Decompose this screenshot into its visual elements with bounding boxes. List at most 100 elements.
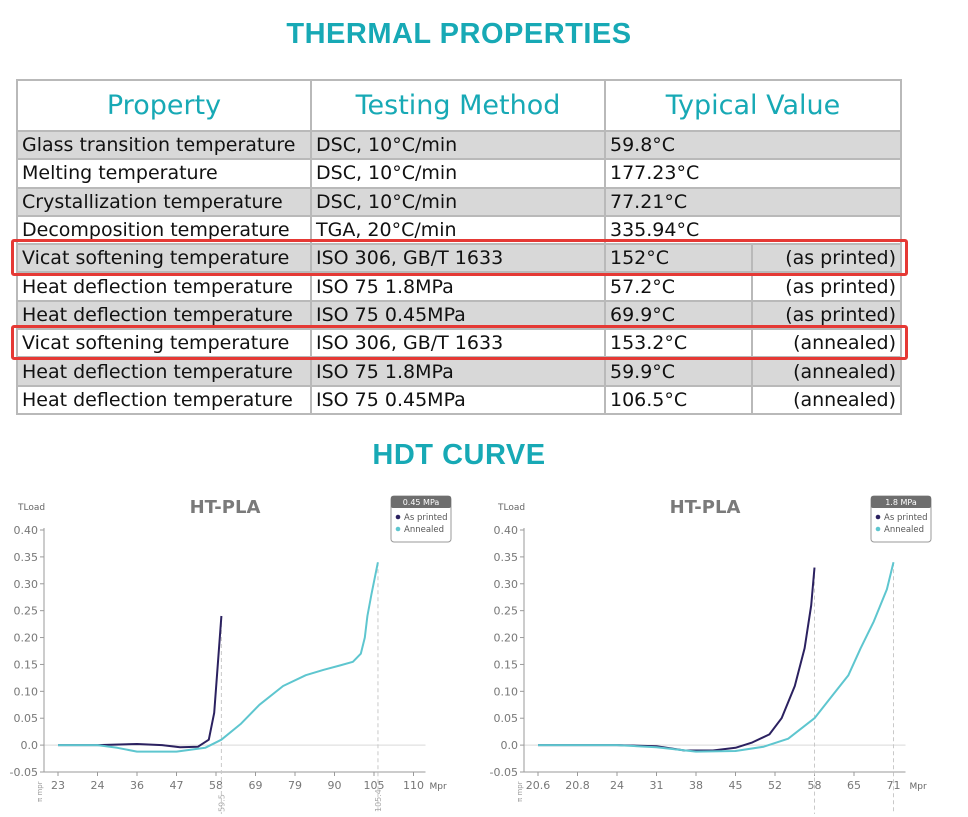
legend-header (871, 496, 931, 508)
x-axis-label: Mpr (430, 782, 447, 792)
cell-typical-value: 106.5°C (604, 384, 753, 415)
cell-property: Vicat softening temperature (16, 243, 312, 274)
x-tick-label: 36 (130, 779, 144, 792)
y-tick-label: 0.25 (14, 605, 39, 618)
y-tick-label: 0.10 (494, 685, 519, 698)
hdt-chart-18mpa-svg: 0.40 0.35 0.30 0.25 0.20 0.15 0.10 0.05 0.0 -0.05… (490, 495, 932, 814)
x-axis-note: π mpr (516, 781, 524, 802)
cell-testing-method: DSC, 10°C/min (310, 158, 606, 189)
y-tick-label: 0.05 (494, 712, 519, 725)
x-tick-label: 90 (328, 779, 342, 792)
hdt-chart-18mpa: 0.40 0.35 0.30 0.25 0.20 0.15 0.10 0.05 0.0 -0.05… (480, 488, 950, 817)
y-tick-label: 0.40 (494, 524, 519, 537)
table-row: Melting temperature DSC, 10°C/min 177.23°C (16, 158, 902, 189)
x-axis-label: Mpr (910, 782, 927, 792)
cell-testing-method: ISO 75 1.8MPa (310, 356, 606, 387)
x-tick-label: 45 (729, 779, 743, 792)
table-row: Glass transition temperature DSC, 10°C/mi… (16, 129, 902, 161)
x-tick-label: 69 (249, 779, 263, 792)
header-property: Property (16, 79, 312, 132)
y-axis-label: TLoad (17, 503, 45, 513)
y-tick-label: 0.05 (14, 712, 39, 725)
cell-property: Melting temperature (16, 158, 312, 189)
table-row: Heat deflection temperature ISO 75 1.8MPa… (16, 356, 902, 387)
x-tick-label: 52 (768, 779, 782, 792)
cell-typical-value: 59.8°C (604, 129, 902, 161)
legend-marker (395, 526, 401, 532)
header-testing-method: Testing Method (310, 79, 606, 132)
cell-typical-value: 77.21°C (604, 186, 902, 217)
cell-property: Crystallization temperature (16, 186, 312, 217)
y-tick-label: 0.0 (501, 739, 519, 752)
cell-condition: (as printed) (751, 271, 902, 302)
table-row: Heat deflection temperature ISO 75 0.45MP… (16, 384, 902, 415)
cell-property: Glass transition temperature (16, 129, 312, 161)
table-row: Vicat softening temperature ISO 306, GB/T… (16, 243, 902, 274)
cell-property: Decomposition temperature (16, 214, 312, 246)
reference-label: 105.4 (374, 789, 383, 812)
legend-title: 1.8 MPa (885, 498, 917, 507)
cell-condition: (annealed) (751, 356, 902, 387)
y-tick-label: -0.05 (10, 766, 38, 779)
cell-property: Heat deflection temperature (16, 356, 312, 387)
x-tick-label: 23 (51, 779, 65, 792)
hdt-chart-045mpa-svg: 0.40 0.35 0.30 0.25 0.20 0.15 0.10 0.05 0.0 -0.05… (10, 495, 452, 814)
legend-marker (875, 526, 881, 532)
table-row: Heat deflection temperature ISO 75 1.8MPa… (16, 271, 902, 302)
cell-testing-method: ISO 75 0.45MPa (310, 384, 606, 415)
cell-typical-value: 335.94°C (604, 214, 902, 246)
x-tick-label: 110 (403, 779, 424, 792)
x-axis-note: π mpr (36, 781, 44, 802)
cell-testing-method: ISO 75 0.45MPa (310, 299, 606, 331)
cell-property: Heat deflection temperature (16, 271, 312, 302)
x-tick-label: 20.8 (565, 779, 590, 792)
x-tick-label: 20.6 (526, 779, 551, 792)
hdt-chart-045mpa: 0.40 0.35 0.30 0.25 0.20 0.15 0.10 0.05 0.0 -0.05… (0, 488, 470, 817)
legend-marker (875, 514, 881, 520)
legend-label: As printed (404, 513, 448, 523)
cell-typical-value: 152°C (604, 243, 753, 274)
cell-property: Heat deflection temperature (16, 384, 312, 415)
y-tick-label: 0.15 (14, 658, 39, 671)
y-tick-label: 0.35 (494, 551, 519, 564)
y-tick-label: 0.30 (14, 578, 39, 591)
cell-typical-value: 57.2°C (604, 271, 753, 302)
header-typical-value: Typical Value (604, 79, 902, 132)
y-tick-label: -0.05 (490, 766, 518, 779)
x-tick-label: 47 (170, 779, 184, 792)
cell-condition: (annealed) (751, 328, 902, 359)
table-row: Crystallization temperature DSC, 10°C/min… (16, 186, 902, 217)
x-tick-label: 31 (650, 779, 664, 792)
y-tick-label: 0.25 (494, 605, 519, 618)
legend-label: As printed (884, 513, 928, 523)
chart-title: HT-PLA (190, 497, 261, 518)
cell-property: Vicat softening temperature (16, 328, 312, 359)
series-line-annealed (58, 562, 379, 753)
y-axis-label: TLoad (497, 503, 525, 513)
x-tick-label: 24 (610, 779, 624, 792)
y-tick-label: 0.35 (14, 551, 39, 564)
x-tick-label: 24 (91, 779, 105, 792)
y-tick-label: 0.20 (14, 632, 39, 645)
table-header-row: Property Testing Method Typical Value (16, 79, 902, 132)
cell-condition: (as printed) (751, 299, 902, 331)
x-tick-label: 79 (288, 779, 302, 792)
cell-testing-method: DSC, 10°C/min (310, 129, 606, 161)
legend-title: 0.45 MPa (403, 498, 440, 507)
cell-testing-method: TGA, 20°C/min (310, 214, 606, 246)
thermal-properties-title: THERMAL PROPERTIES (286, 18, 632, 50)
table-body: Glass transition temperature DSC, 10°C/mi… (16, 129, 902, 415)
y-tick-label: 0.30 (494, 578, 519, 591)
reference-label: 59.5 (217, 794, 226, 812)
chart-legend: 1.8 MPa As printed Annealed (870, 495, 932, 543)
x-tick-label: 65 (847, 779, 861, 792)
legend-label: Annealed (884, 525, 924, 535)
series-line-as-printed (58, 615, 223, 749)
cell-testing-method: ISO 75 1.8MPa (310, 271, 606, 302)
y-tick-label: 0.40 (14, 524, 39, 537)
hdt-curve-title: HDT CURVE (372, 439, 546, 471)
cell-typical-value: 177.23°C (604, 158, 902, 189)
x-tick-label: 38 (689, 779, 703, 792)
x-tick-label: 58 (209, 779, 223, 792)
chart-title: HT-PLA (670, 497, 741, 518)
